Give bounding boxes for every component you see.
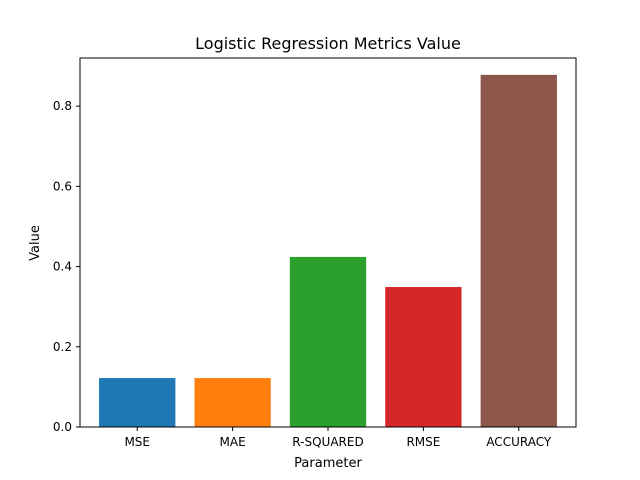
x-tick-label: RMSE [406, 435, 440, 449]
y-axis-ticks: 0.0 0.2 0.4 0.6 0.8 [53, 99, 80, 434]
x-tick-label: MSE [124, 435, 150, 449]
bar-accuracy [480, 74, 557, 427]
x-tick-label: MAE [220, 435, 246, 449]
y-tick-label: 0.6 [53, 179, 72, 193]
y-axis-label: Value [28, 225, 43, 261]
bar-mse [99, 378, 176, 427]
x-tick-label: R-SQUARED [292, 435, 363, 449]
y-tick-label: 0.2 [53, 340, 72, 354]
y-tick-label: 0.4 [53, 260, 72, 274]
x-axis-label: Parameter [294, 456, 362, 471]
y-tick-label: 0.8 [53, 99, 72, 113]
x-tick-label: ACCURACY [486, 435, 552, 449]
bar-mae [194, 378, 271, 427]
chart-title: Logistic Regression Metrics Value [195, 34, 461, 53]
bar-r-squared [289, 256, 367, 427]
bar-rmse [385, 287, 462, 427]
y-tick-label: 0.0 [53, 420, 72, 434]
bars-group [99, 74, 557, 427]
x-axis-ticks: MSE MAE R-SQUARED RMSE ACCURACY [124, 427, 552, 449]
